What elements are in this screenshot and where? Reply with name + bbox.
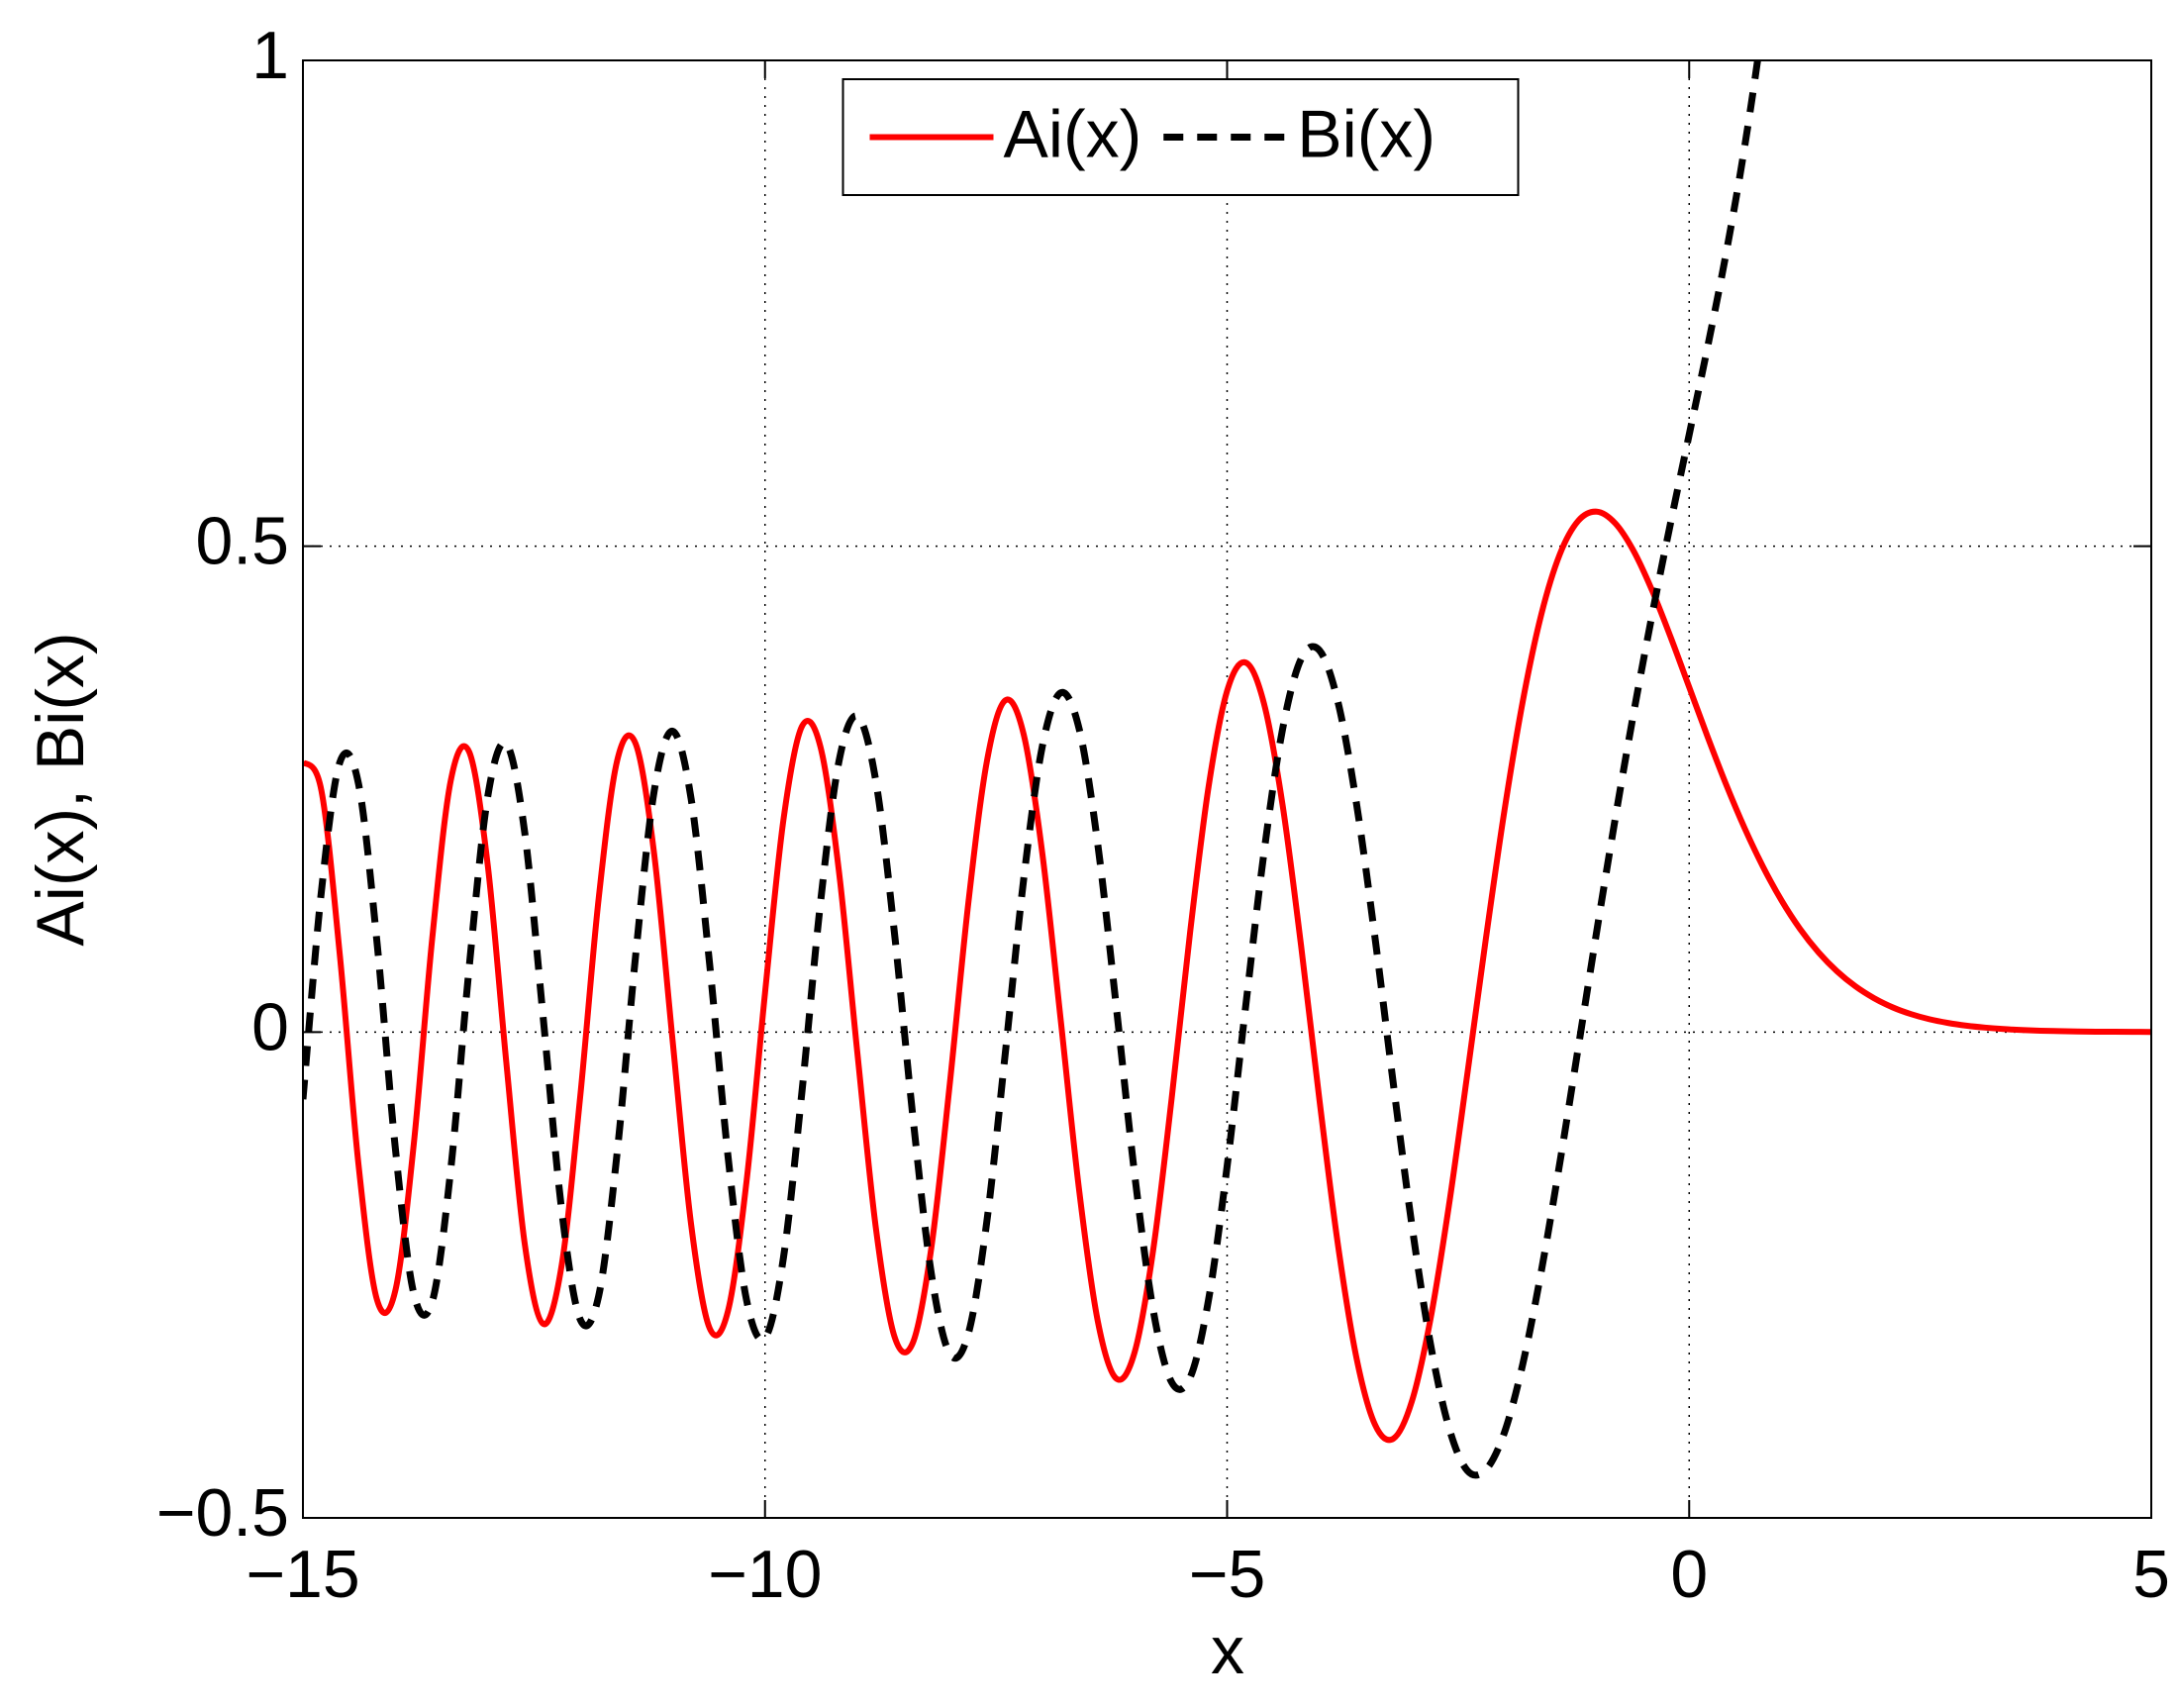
y-tick-label: 1 bbox=[251, 18, 289, 93]
x-tick-label: 5 bbox=[2132, 1537, 2170, 1612]
legend-label: Bi(x) bbox=[1297, 96, 1436, 171]
series-line bbox=[303, 508, 2151, 1444]
x-tick-label: −10 bbox=[708, 1537, 822, 1612]
y-tick-label: 0 bbox=[251, 989, 289, 1064]
x-tick-label: −5 bbox=[1189, 1537, 1266, 1612]
legend-label: Ai(x) bbox=[1004, 96, 1142, 171]
x-tick-label: −15 bbox=[246, 1537, 359, 1612]
x-tick-label: 0 bbox=[1670, 1537, 1708, 1612]
y-tick-label: −0.5 bbox=[156, 1475, 289, 1551]
plot-area bbox=[303, 60, 2151, 1479]
x-axis-label: x bbox=[1211, 1613, 1244, 1688]
y-axis-label: Ai(x), Bi(x) bbox=[23, 632, 98, 946]
y-tick-label: 0.5 bbox=[195, 504, 289, 579]
series-line bbox=[303, 60, 1761, 1479]
plot-frame bbox=[302, 59, 2152, 1519]
